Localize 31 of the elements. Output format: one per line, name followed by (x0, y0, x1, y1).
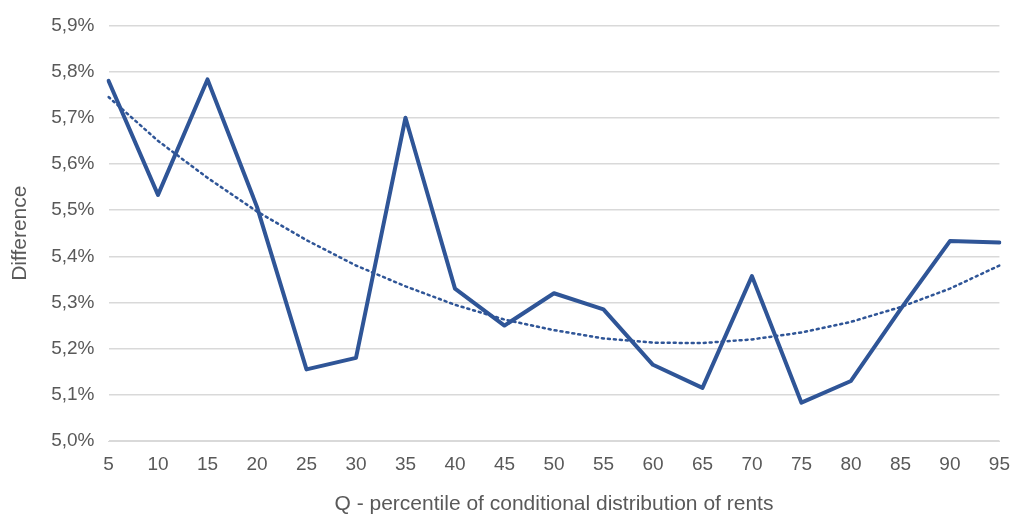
x-tick-label: 35 (394, 452, 417, 474)
y-tick-label: 5,2% (51, 336, 95, 358)
x-tick-label: 45 (493, 452, 516, 474)
x-tick-label: 55 (592, 452, 615, 474)
y-tick-label: 5,1% (51, 383, 95, 405)
x-tick-label: 85 (889, 452, 912, 474)
y-tick-label: 5,5% (51, 198, 95, 220)
x-tick-label: 10 (147, 452, 169, 474)
x-tick-label: 5 (103, 452, 114, 474)
x-tick-label: 30 (345, 452, 367, 474)
x-tick-label: 80 (840, 452, 862, 474)
x-tick-label: 50 (543, 452, 565, 474)
y-tick-label: 5,0% (51, 429, 95, 451)
x-tick-label: 90 (939, 452, 961, 474)
y-tick-label: 5,6% (51, 152, 95, 174)
x-tick-label: 25 (295, 452, 318, 474)
x-tick-label: 20 (246, 452, 268, 474)
y-tick-label: 5,4% (51, 244, 95, 266)
x-axis-title: Q - percentile of conditional distribution of rents (334, 491, 774, 515)
y-tick-label: 5,8% (51, 59, 95, 81)
x-tick-label: 40 (444, 452, 466, 474)
y-tick-label: 5,7% (51, 105, 95, 127)
y-tick-label: 5,3% (51, 290, 95, 312)
x-tick-label: 95 (988, 452, 1010, 474)
y-tick-label: 5,9% (51, 13, 95, 35)
y-axis-title: Difference (7, 185, 31, 281)
x-tick-label: 65 (691, 452, 714, 474)
x-tick-label: 60 (642, 452, 664, 474)
x-tick-label: 75 (790, 452, 813, 474)
x-tick-label: 70 (741, 452, 763, 474)
x-tick-label: 15 (196, 452, 219, 474)
